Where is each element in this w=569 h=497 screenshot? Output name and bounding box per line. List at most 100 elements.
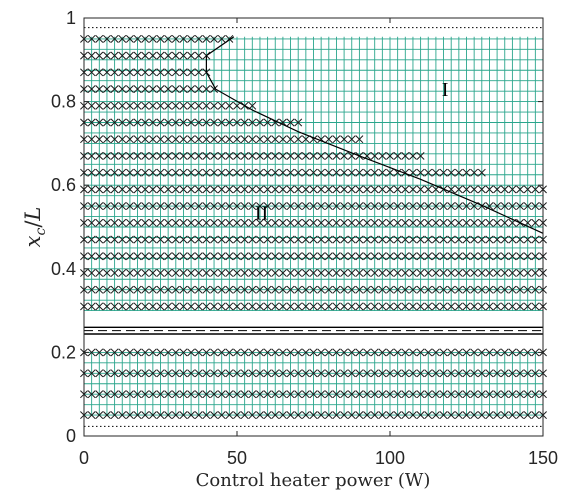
x-marker — [340, 390, 349, 399]
x-marker — [233, 118, 241, 127]
x-marker — [324, 202, 333, 211]
x-marker — [133, 118, 142, 127]
x-marker — [125, 369, 134, 378]
x-marker — [233, 369, 241, 378]
x-marker — [156, 34, 165, 43]
x-marker — [110, 285, 119, 294]
x-marker — [110, 168, 119, 177]
x-tick-label: 50 — [227, 448, 247, 468]
x-marker — [87, 101, 96, 110]
x-marker — [508, 302, 517, 311]
x-marker — [141, 348, 150, 357]
x-marker — [493, 202, 502, 211]
x-marker — [393, 411, 402, 420]
x-marker — [386, 168, 394, 177]
x-marker — [125, 202, 134, 211]
x-marker — [255, 185, 264, 194]
x-marker — [102, 118, 111, 127]
x-marker — [317, 218, 326, 227]
x-marker — [194, 252, 203, 261]
x-marker — [125, 218, 134, 227]
x-marker — [95, 285, 104, 294]
x-marker — [363, 168, 372, 177]
x-marker — [485, 369, 494, 378]
x-marker — [347, 168, 356, 177]
x-marker — [95, 390, 104, 399]
x-marker — [179, 269, 188, 277]
x-marker — [102, 34, 111, 43]
x-marker — [286, 202, 295, 211]
x-marker — [332, 411, 341, 420]
x-marker — [171, 185, 180, 194]
x-marker — [454, 369, 463, 378]
x-marker — [148, 218, 157, 227]
x-marker — [110, 135, 119, 144]
x-marker — [194, 202, 203, 211]
y-tick-label: 1 — [66, 8, 76, 28]
x-marker — [87, 202, 96, 211]
x-marker — [233, 101, 241, 110]
x-marker — [470, 185, 479, 194]
x-marker — [263, 118, 272, 127]
x-marker — [317, 390, 326, 399]
x-marker — [171, 51, 180, 60]
x-marker — [516, 390, 525, 399]
x-marker — [156, 85, 165, 94]
x-marker — [164, 185, 173, 194]
x-marker — [439, 252, 448, 261]
x-marker — [133, 135, 142, 144]
x-marker — [386, 348, 394, 357]
x-marker — [401, 185, 410, 194]
x-marker — [531, 218, 540, 227]
x-marker — [309, 302, 318, 311]
x-marker — [324, 390, 333, 399]
x-marker — [470, 218, 479, 227]
x-marker — [164, 390, 173, 399]
x-marker — [148, 101, 157, 110]
x-marker — [194, 302, 203, 311]
x-marker — [225, 235, 234, 244]
x-marker — [102, 68, 111, 77]
x-marker — [225, 302, 234, 311]
x-marker — [102, 411, 111, 420]
x-marker — [125, 85, 134, 94]
x-marker — [347, 285, 356, 294]
x-marker — [454, 285, 463, 294]
x-marker — [87, 348, 96, 357]
x-marker — [317, 285, 326, 294]
x-marker — [278, 218, 287, 227]
x-marker — [187, 202, 196, 211]
x-marker — [309, 252, 318, 261]
x-marker — [462, 369, 471, 378]
x-marker — [424, 302, 433, 311]
x-marker — [516, 348, 525, 357]
x-marker — [408, 218, 417, 227]
x-marker — [210, 235, 219, 244]
x-marker — [187, 285, 196, 294]
x-marker — [102, 285, 111, 294]
x-marker — [363, 369, 372, 378]
x-marker — [164, 218, 173, 227]
x-marker — [301, 269, 310, 277]
x-marker — [102, 135, 111, 144]
x-marker — [133, 101, 142, 110]
x-marker — [141, 185, 150, 194]
x-marker — [179, 252, 188, 261]
horizontal-lines — [84, 27, 543, 427]
x-marker — [301, 202, 310, 211]
x-marker — [416, 252, 425, 261]
x-marker — [255, 135, 264, 144]
x-marker — [110, 369, 119, 378]
x-marker — [340, 411, 349, 420]
x-marker — [317, 369, 326, 378]
x-marker — [102, 202, 111, 211]
x-marker — [202, 135, 211, 144]
x-marker — [110, 269, 119, 277]
x-marker — [148, 348, 157, 357]
x-marker — [141, 118, 150, 127]
x-marker — [393, 348, 402, 357]
x-marker — [493, 369, 502, 378]
x-marker — [95, 185, 104, 194]
x-marker — [133, 85, 142, 94]
x-marker — [516, 185, 525, 194]
